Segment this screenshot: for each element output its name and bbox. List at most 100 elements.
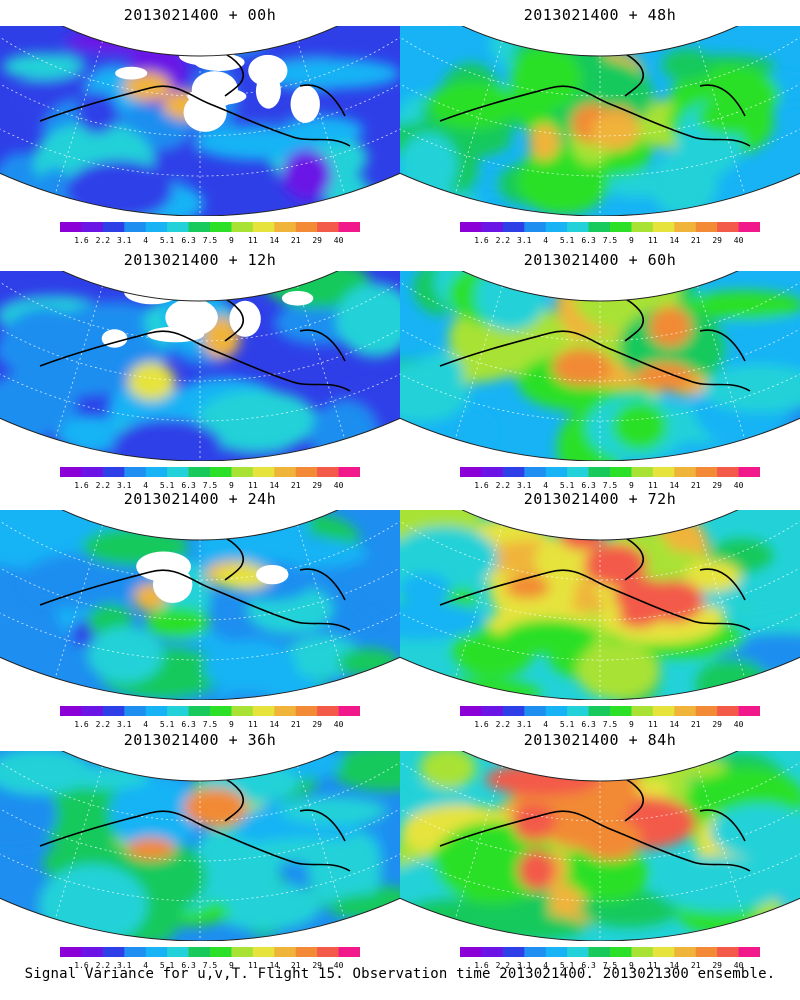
- colorbar-tick-label: 7.5: [203, 236, 218, 245]
- colorbar-swatch: [738, 222, 760, 232]
- colorbar-swatch: [295, 467, 318, 477]
- colorbar-tick-label: 7.5: [603, 720, 618, 729]
- polar-map: [400, 751, 800, 941]
- colorbar-tick-label: 6.3: [581, 720, 596, 729]
- colorbar-tick-label: 4: [543, 481, 548, 490]
- colorbar-swatch: [231, 467, 254, 477]
- forecast-panel: 2013021400 + 36h 1.6 2.2 3.1 4 5.1 6.3 7.5 9 11 14…: [0, 725, 400, 975]
- colorbar-swatch: [145, 222, 168, 232]
- colorbar-tick-label: 7.5: [203, 720, 218, 729]
- colorbar-swatch: [274, 467, 297, 477]
- colorbar-tick-label: 1.6: [474, 236, 489, 245]
- colorbar-swatch: [674, 947, 697, 957]
- forecast-panel: 2013021400 + 12h 1.6 2.2 3.1 4 5.1 6.3 7.5 9 11 14…: [0, 245, 400, 495]
- colorbar-swatch: [567, 706, 590, 716]
- colorbar-tick-label: 7.5: [603, 236, 618, 245]
- polar-map: [400, 271, 800, 461]
- colorbar-tick-label: 2.2: [96, 961, 111, 970]
- colorbar-tick-label: 4: [543, 720, 548, 729]
- colorbar-swatch: [60, 706, 82, 716]
- colorbar-tick-label: 9: [229, 236, 234, 245]
- forecast-panel: 2013021400 + 60h 1.6 2.2 3.1 4 5.1 6.3 7.5 9 11 14…: [400, 245, 800, 495]
- colorbar-swatch: [588, 706, 611, 716]
- colorbar-swatch: [188, 467, 211, 477]
- colorbar-swatch: [481, 947, 504, 957]
- colorbar-swatch: [102, 222, 125, 232]
- panel-title: 2013021400 + 12h: [123, 251, 277, 269]
- colorbar-swatch: [124, 706, 147, 716]
- colorbar: 1.6 2.2 3.1 4 5.1 6.3 7.5 9 11 14 21 29 40: [460, 947, 760, 970]
- panel-title: 2013021400 + 24h: [123, 490, 277, 508]
- colorbar-tick-label: 21: [691, 236, 701, 245]
- colorbar-tick-label: 21: [691, 481, 701, 490]
- colorbar-swatch: [610, 222, 632, 232]
- colorbar-tick-label: 6.3: [181, 236, 196, 245]
- colorbar-tick-label: 5.1: [160, 481, 175, 490]
- panel-title: 2013021400 + 48h: [523, 6, 677, 24]
- colorbar-tick-label: 5.1: [560, 236, 575, 245]
- colorbar-tick-label: 4: [143, 961, 148, 970]
- colorbar-tick-label: 21: [291, 236, 301, 245]
- colorbar-swatch: [481, 222, 504, 232]
- forecast-panel: 2013021400 + 48h 1.6 2.2 3.1 4 5.1 6.3 7.5 9 11 14…: [400, 0, 800, 250]
- colorbar-swatch: [738, 467, 760, 477]
- colorbar-tick-label: 14: [269, 236, 279, 245]
- colorbar-swatch: [502, 947, 525, 957]
- colorbar-swatch: [338, 467, 360, 477]
- colorbar-swatch: [102, 947, 125, 957]
- colorbar-swatch: [338, 222, 360, 232]
- colorbar-swatch: [545, 947, 568, 957]
- colorbar-tick-label: 2.2: [96, 236, 111, 245]
- colorbar-swatch: [210, 467, 232, 477]
- colorbar-tick-label: 9: [229, 720, 234, 729]
- colorbar-swatch: [567, 222, 590, 232]
- colorbar-tick-label: 11: [648, 720, 658, 729]
- forecast-panel: 2013021400 + 24h 1.6 2.2 3.1 4 5.1 6.3 7.5 9 11 14…: [0, 484, 400, 734]
- colorbar-tick-label: 1.6: [474, 720, 489, 729]
- colorbar-tick-label: 11: [248, 720, 258, 729]
- colorbar-swatch: [188, 947, 211, 957]
- colorbar-swatch: [610, 706, 632, 716]
- colorbar-swatch: [145, 947, 168, 957]
- colorbar-tick-label: 1.6: [74, 236, 89, 245]
- colorbar-swatch: [567, 467, 590, 477]
- colorbar-swatch: [674, 222, 697, 232]
- colorbar-swatch: [252, 222, 275, 232]
- colorbar-tick-label: 9: [629, 961, 634, 970]
- colorbar-swatch: [717, 947, 740, 957]
- colorbar-swatch: [481, 706, 504, 716]
- colorbar-swatch: [60, 947, 82, 957]
- colorbar-swatch: [545, 467, 568, 477]
- colorbar-tick-label: 3.1: [117, 236, 132, 245]
- colorbar-tick-label: 14: [269, 720, 279, 729]
- colorbar-tick-label: 40: [734, 481, 744, 490]
- colorbar-tick-label: 7.5: [603, 961, 618, 970]
- colorbar-swatch: [81, 467, 104, 477]
- colorbar-tick-label: 3.1: [117, 720, 132, 729]
- colorbar-swatch: [545, 222, 568, 232]
- colorbar-tick-label: 9: [629, 720, 634, 729]
- colorbar-tick-label: 40: [334, 720, 344, 729]
- colorbar-swatch: [231, 706, 254, 716]
- colorbar-tick-label: 4: [143, 720, 148, 729]
- colorbar-swatch: [231, 947, 254, 957]
- colorbar-tick-label: 29: [712, 961, 722, 970]
- colorbar-swatch: [652, 706, 675, 716]
- colorbar-tick-label: 5.1: [560, 481, 575, 490]
- colorbar-tick-label: 11: [648, 961, 658, 970]
- colorbar-tick-label: 3.1: [517, 236, 532, 245]
- colorbar-swatch: [502, 467, 525, 477]
- colorbar-tick-label: 6.3: [581, 236, 596, 245]
- colorbar-tick-label: 2.2: [496, 961, 511, 970]
- colorbar-tick-label: 3.1: [117, 961, 132, 970]
- colorbar-tick-label: 6.3: [181, 961, 196, 970]
- colorbar-tick-label: 11: [248, 236, 258, 245]
- colorbar-tick-label: 2.2: [496, 481, 511, 490]
- colorbar-tick-label: 6.3: [581, 481, 596, 490]
- colorbar-swatch: [695, 706, 718, 716]
- colorbar: 1.6 2.2 3.1 4 5.1 6.3 7.5 9 11 14 21 29 40: [460, 706, 760, 729]
- colorbar-tick-label: 21: [691, 720, 701, 729]
- colorbar-swatch: [252, 706, 275, 716]
- colorbar-swatch: [210, 222, 232, 232]
- colorbar-tick-label: 2.2: [96, 720, 111, 729]
